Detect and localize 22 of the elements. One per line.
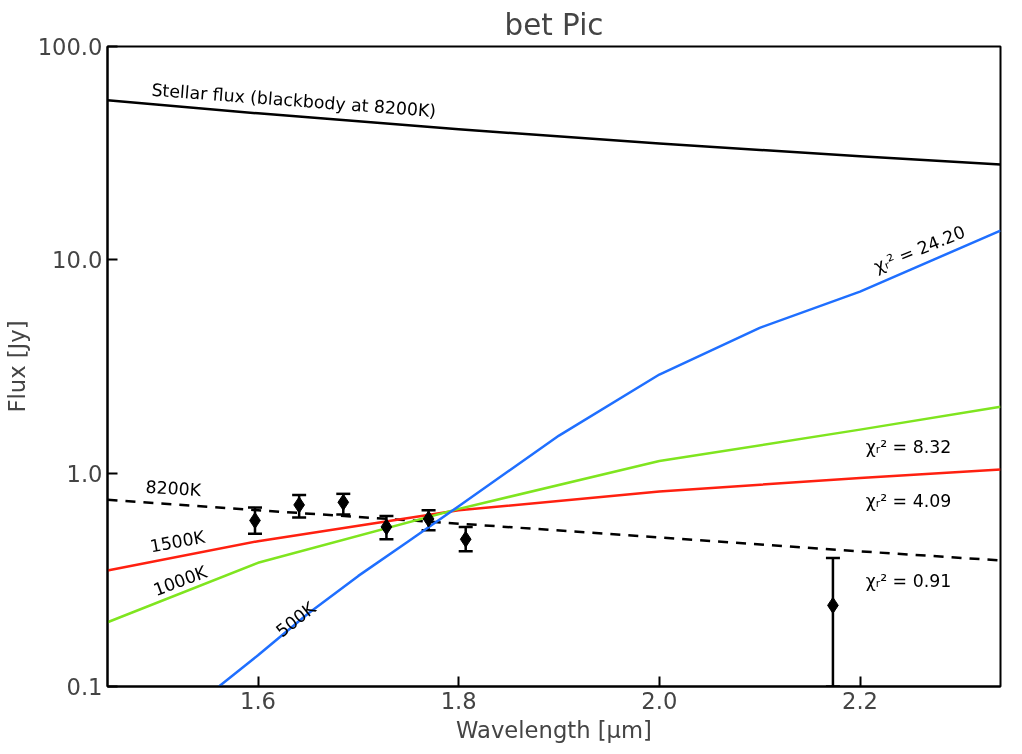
text: 1500K [148, 526, 208, 557]
point [422, 510, 435, 528]
y-axis-title: Flux [Jy] [3, 320, 30, 413]
y-tick-label: 0.1 [66, 674, 103, 700]
point [337, 493, 350, 511]
x-axis-title: Wavelength [μm] [456, 716, 652, 743]
annotation: χᵣ² = 8.32 [865, 437, 952, 458]
annotation: χᵣ² = 0.91 [865, 570, 952, 591]
x-tick-label: 1.8 [440, 687, 477, 714]
x-tick-label: 2.2 [842, 687, 879, 714]
point [380, 518, 393, 536]
y-tick-label: 100.0 [37, 34, 103, 60]
series-label: 8200K [145, 476, 203, 501]
annotation: χᵣ² = 4.09 [865, 490, 952, 511]
chart-title: bet Pic [504, 7, 604, 42]
annotation: χᵣ² = 24.20 [871, 221, 969, 277]
point [459, 530, 472, 548]
x-tick-label: 2.0 [641, 687, 678, 714]
y-tick-label: 1.0 [66, 460, 103, 487]
y-tick-label: 10.0 [52, 247, 103, 274]
series-label: Stellar flux (blackbody at 8200K) [150, 79, 437, 121]
x-tick-label: 1.6 [239, 687, 277, 714]
